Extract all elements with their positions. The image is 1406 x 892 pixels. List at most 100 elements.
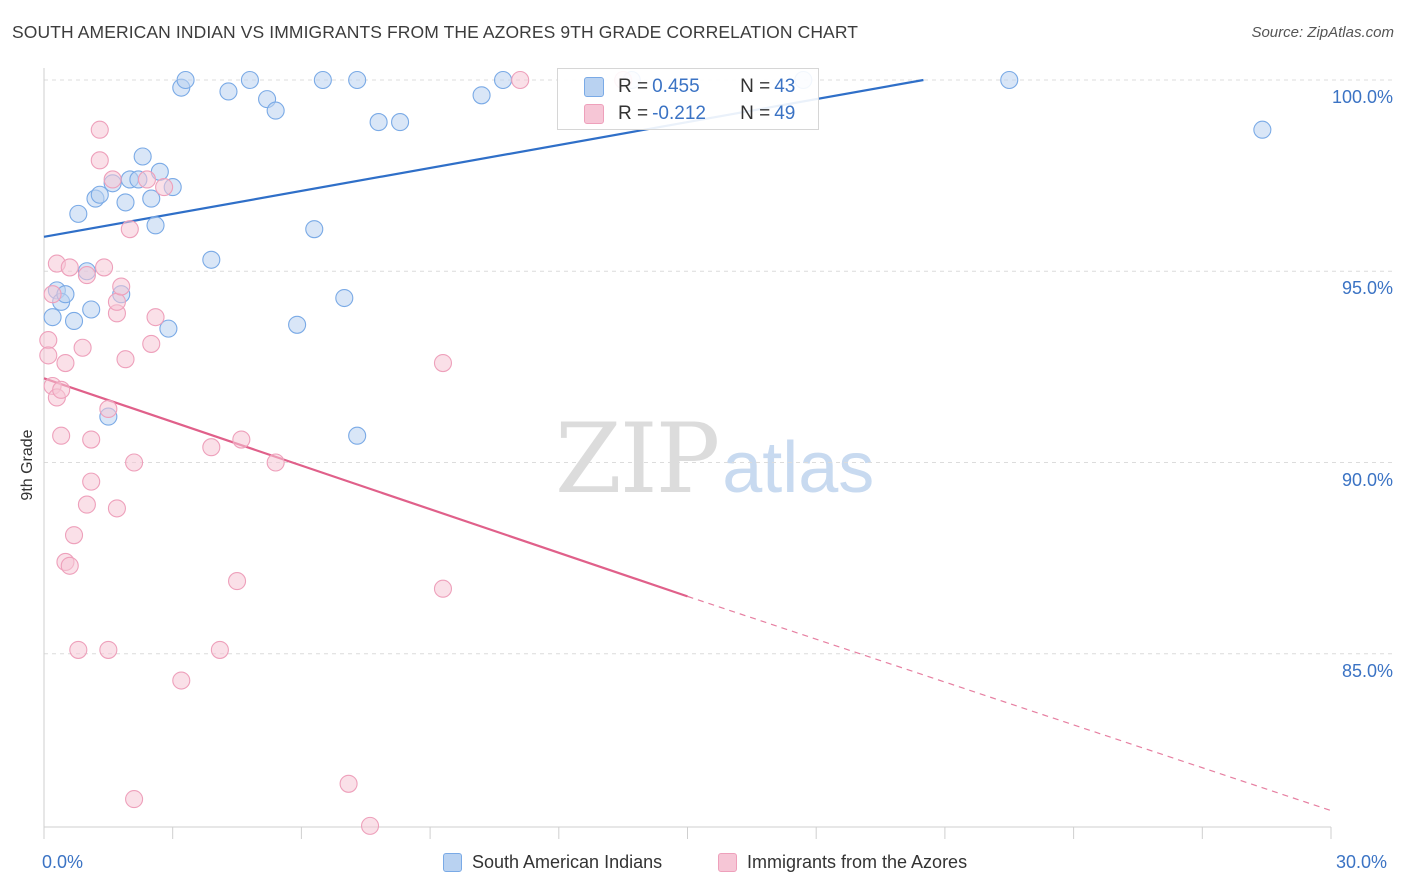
legend-item-south-american-indians: South American Indians — [443, 852, 662, 873]
stats-n-value: 49 — [774, 103, 796, 124]
data-point-series-1 — [335, 288, 354, 308]
data-point-series-1 — [1253, 120, 1272, 139]
data-point-series-2 — [73, 338, 92, 357]
data-point-series-2 — [56, 353, 75, 373]
data-point-series-2 — [142, 334, 161, 353]
data-point-series-1 — [146, 216, 165, 235]
data-point-series-2 — [99, 640, 118, 659]
data-point-series-1 — [369, 113, 388, 132]
legend-swatch-south-american-indians — [443, 853, 462, 872]
stats-n-value: 43 — [774, 76, 796, 97]
data-point-series-1 — [43, 308, 62, 327]
data-point-series-2 — [137, 170, 157, 189]
legend-item-immigrants-from-the-azores: Immigrants from the Azores — [718, 852, 967, 873]
data-points — [39, 70, 1272, 835]
data-point-series-2 — [69, 640, 88, 659]
stats-row-series-1: R = 0.455 N = 43 — [558, 73, 795, 101]
data-point-series-1 — [288, 315, 307, 334]
data-point-series-2 — [360, 816, 380, 835]
y-tick-label: 90.0% — [1341, 469, 1393, 490]
stats-legend: R = 0.455 N = 43 R = -0.212 N = 49 — [557, 68, 819, 130]
data-point-series-2 — [52, 380, 71, 399]
data-point-series-1 — [240, 70, 259, 90]
data-point-series-2 — [107, 292, 126, 311]
data-point-series-1 — [266, 101, 285, 120]
series-legend: South American Indians Immigrants from t… — [0, 852, 1406, 878]
data-point-series-1 — [493, 70, 513, 90]
data-point-series-2 — [39, 331, 58, 350]
data-point-series-2 — [39, 346, 58, 365]
data-point-series-2 — [60, 556, 79, 575]
data-point-series-2 — [107, 499, 126, 518]
data-point-series-2 — [210, 640, 229, 659]
data-point-series-2 — [77, 266, 96, 285]
data-point-series-1 — [219, 82, 238, 101]
data-point-series-2 — [82, 472, 101, 491]
y-tick-label: 95.0% — [1341, 278, 1393, 299]
data-point-series-2 — [77, 495, 96, 514]
data-point-series-2 — [232, 430, 251, 449]
data-point-series-1 — [116, 193, 135, 212]
data-point-series-1 — [348, 426, 367, 445]
data-point-series-2 — [125, 453, 144, 472]
stats-n-label: N = — [740, 76, 771, 97]
data-point-series-2 — [155, 178, 174, 197]
stats-r-value: -0.212 — [652, 103, 706, 124]
data-point-series-2 — [60, 258, 79, 277]
data-point-series-2 — [90, 151, 109, 170]
data-point-series-2 — [339, 774, 358, 793]
trend-line-extension-series-2 — [687, 595, 1332, 812]
stats-r-label: R = — [618, 76, 649, 97]
data-point-series-2 — [103, 170, 122, 189]
data-point-series-2 — [146, 308, 165, 327]
data-point-series-1 — [313, 70, 332, 90]
data-point-series-2 — [202, 438, 221, 457]
data-point-series-1 — [472, 86, 491, 105]
y-tick-label: 85.0% — [1341, 660, 1393, 681]
data-point-series-2 — [82, 430, 101, 449]
axes — [43, 68, 1332, 839]
data-point-series-2 — [228, 572, 247, 591]
data-point-series-1 — [82, 300, 101, 319]
legend-swatch-immigrants-from-the-azores — [718, 853, 737, 872]
data-point-series-1 — [305, 220, 324, 239]
data-point-series-2 — [95, 258, 114, 277]
data-point-series-1 — [142, 189, 161, 208]
data-point-series-2 — [433, 579, 453, 598]
data-point-series-1 — [1000, 70, 1019, 90]
data-point-series-2 — [43, 285, 62, 304]
y-tick-label: 100.0% — [1331, 87, 1393, 107]
data-point-series-1 — [133, 147, 152, 166]
y-axis-label: 9th Grade — [19, 429, 36, 501]
data-point-series-1 — [202, 250, 221, 269]
stats-swatch-series-2 — [584, 104, 604, 124]
data-point-series-2 — [90, 120, 109, 139]
data-point-series-1 — [391, 113, 410, 132]
chart-title: SOUTH AMERICAN INDIAN VS IMMIGRANTS FROM… — [12, 22, 859, 42]
data-point-series-2 — [433, 353, 453, 373]
legend-label-south-american-indians: South American Indians — [472, 852, 663, 872]
trend-line-series-2 — [43, 377, 688, 598]
data-point-series-2 — [116, 350, 135, 369]
data-point-series-2 — [112, 277, 131, 296]
data-point-series-1 — [159, 319, 178, 338]
data-point-series-2 — [266, 453, 285, 472]
stats-r-label: R = — [618, 103, 649, 124]
data-point-series-1 — [90, 185, 109, 204]
data-point-series-1 — [348, 70, 367, 90]
stats-swatch-series-1 — [584, 77, 604, 97]
data-point-series-2 — [52, 426, 71, 445]
x-tick-label-max: 30.0% — [1336, 852, 1388, 872]
data-point-series-1 — [176, 70, 195, 90]
x-tick-label-min: 0.0% — [42, 852, 84, 872]
source-label: Source: ZipAtlas.com — [1251, 24, 1394, 41]
stats-r-value: 0.455 — [652, 76, 700, 97]
grid-lines — [44, 79, 1395, 655]
data-point-series-2 — [125, 790, 144, 809]
data-point-series-2 — [64, 526, 84, 545]
legend-label-immigrants-from-the-azores: Immigrants from the Azores — [747, 852, 968, 872]
stats-n-label: N = — [740, 103, 771, 124]
data-point-series-1 — [64, 311, 84, 331]
data-point-series-2 — [172, 671, 191, 690]
